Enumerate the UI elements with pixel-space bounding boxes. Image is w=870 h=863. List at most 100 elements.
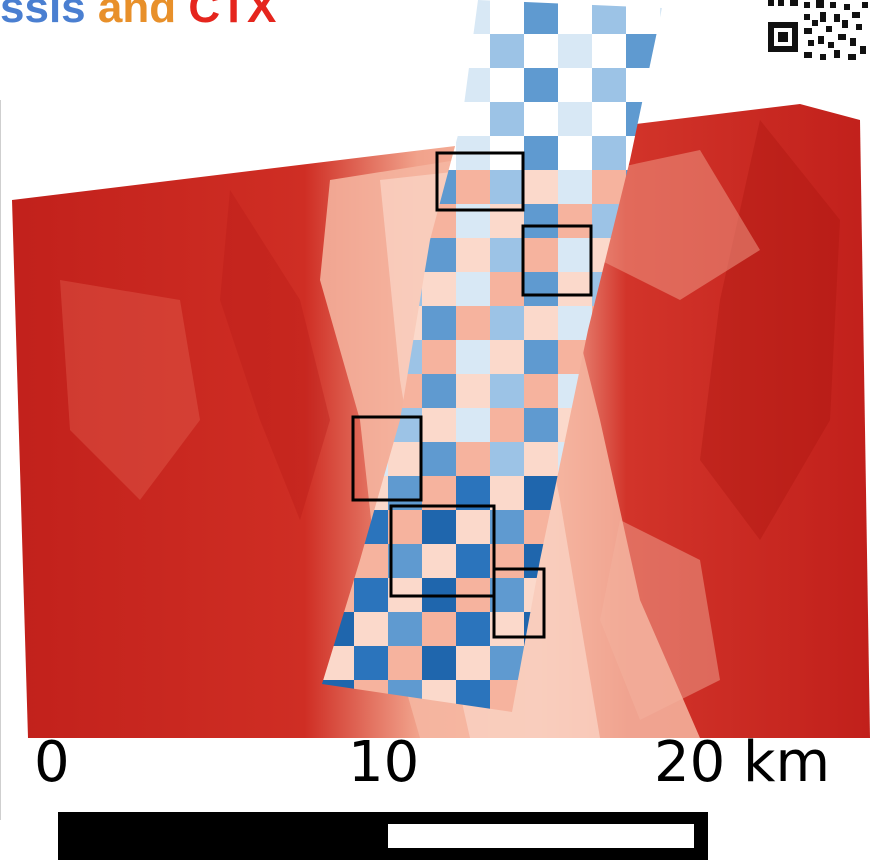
checkerboard-cell — [388, 0, 422, 34]
checkerboard-cell — [456, 544, 490, 578]
checkerboard-cell — [456, 170, 490, 204]
checkerboard-cell — [388, 68, 422, 102]
checkerboard-cell — [490, 408, 524, 442]
checkerboard-cell — [388, 510, 422, 544]
qr-code-icon — [764, 0, 870, 62]
checkerboard-cell — [626, 68, 660, 102]
checkerboard-cell — [490, 340, 524, 374]
checkerboard-cell — [524, 34, 558, 68]
checkerboard-cell — [490, 374, 524, 408]
checkerboard-cell — [490, 306, 524, 340]
checkerboard-cell — [490, 476, 524, 510]
checkerboard-cell — [490, 646, 524, 680]
checkerboard-cell — [422, 68, 456, 102]
checkerboard-cell — [422, 272, 456, 306]
checkerboard-cell — [626, 34, 660, 68]
checkerboard-cell — [626, 0, 660, 34]
title-ctx: CTX — [188, 0, 277, 32]
checkerboard-cell — [524, 306, 558, 340]
checkerboard-cell — [490, 34, 524, 68]
checkerboard-cell — [354, 68, 388, 102]
checkerboard-cell — [456, 0, 490, 34]
checkerboard-cell — [524, 340, 558, 374]
detail-box-2 — [521, 224, 593, 297]
figure-left-border — [0, 100, 1, 820]
checkerboard-cell — [592, 0, 626, 34]
checkerboard-cell — [490, 510, 524, 544]
scale-label-10: 10 — [348, 730, 420, 795]
checkerboard-cell — [524, 102, 558, 136]
checkerboard-cell — [422, 34, 456, 68]
checkerboard-cell — [422, 510, 456, 544]
checkerboard-cell — [558, 306, 592, 340]
scale-bar — [58, 812, 708, 860]
checkerboard-cell — [422, 102, 456, 136]
checkerboard-cell — [456, 476, 490, 510]
checkerboard-cell — [558, 68, 592, 102]
checkerboard-cell — [422, 612, 456, 646]
checkerboard-cell — [660, 34, 662, 68]
checkerboard-cell — [524, 136, 558, 170]
checkerboard-cell — [456, 646, 490, 680]
detail-box-1 — [435, 151, 525, 212]
detail-box-3 — [351, 415, 423, 502]
checkerboard-cell — [354, 578, 388, 612]
checkerboard-cell — [524, 442, 558, 476]
checkerboard-cell — [524, 204, 558, 238]
checkerboard-cell — [524, 272, 558, 306]
checkerboard-cell — [592, 34, 626, 68]
checkerboard-cell — [592, 170, 626, 204]
checkerboard-cell — [558, 170, 592, 204]
checkerboard-cell — [322, 0, 354, 34]
checkerboard-cell — [388, 646, 422, 680]
checkerboard-cell — [524, 238, 558, 272]
checkerboard-cell — [592, 68, 626, 102]
scale-label-20km: 20 km — [653, 730, 830, 795]
checkerboard-cell — [490, 102, 524, 136]
checkerboard-cell — [558, 238, 592, 272]
checkerboard-cell — [388, 544, 422, 578]
checkerboard-cell — [354, 34, 388, 68]
checkerboard-cell — [456, 68, 490, 102]
checkerboard-cell — [456, 612, 490, 646]
checkerboard-cell — [490, 544, 524, 578]
checkerboard-cell — [490, 0, 524, 34]
detail-box-5 — [492, 567, 546, 639]
checkerboard-cell — [422, 408, 456, 442]
checkerboard-cell — [660, 68, 662, 102]
checkerboard-cell — [388, 442, 422, 476]
checkerboard-cell — [456, 238, 490, 272]
checkerboard-cell — [524, 408, 558, 442]
checkerboard-cell — [388, 34, 422, 68]
checkerboard-cell — [322, 68, 354, 102]
checkerboard-cell — [422, 544, 456, 578]
checkerboard-cell — [558, 0, 592, 34]
checkerboard-cell — [558, 272, 592, 306]
checkerboard-cell — [490, 238, 524, 272]
figure-title: ssis and CTX — [0, 0, 276, 38]
checkerboard-cell — [456, 340, 490, 374]
checkerboard-cell — [322, 102, 354, 136]
checkerboard-cell — [592, 136, 626, 170]
checkerboard-cell — [490, 170, 524, 204]
checkerboard-cell — [558, 204, 592, 238]
checkerboard-cell — [524, 0, 558, 34]
checkerboard-cell — [388, 476, 422, 510]
checkerboard-cell — [456, 306, 490, 340]
checkerboard-cell — [456, 510, 490, 544]
detail-box-4 — [389, 504, 496, 598]
checkerboard-cell — [456, 408, 490, 442]
checkerboard-cell — [558, 136, 592, 170]
checkerboard-cell — [422, 646, 456, 680]
checkerboard-cell — [456, 102, 490, 136]
checkerboard-cell — [456, 374, 490, 408]
checkerboard-cell — [524, 374, 558, 408]
checkerboard-cell — [490, 272, 524, 306]
title-and: and — [85, 0, 189, 32]
checkerboard-cell — [456, 272, 490, 306]
checkerboard-cell — [422, 476, 456, 510]
checkerboard-cell — [456, 442, 490, 476]
checkerboard-cell — [456, 34, 490, 68]
checkerboard-cell — [490, 612, 524, 646]
checkerboard-cell — [592, 102, 626, 136]
